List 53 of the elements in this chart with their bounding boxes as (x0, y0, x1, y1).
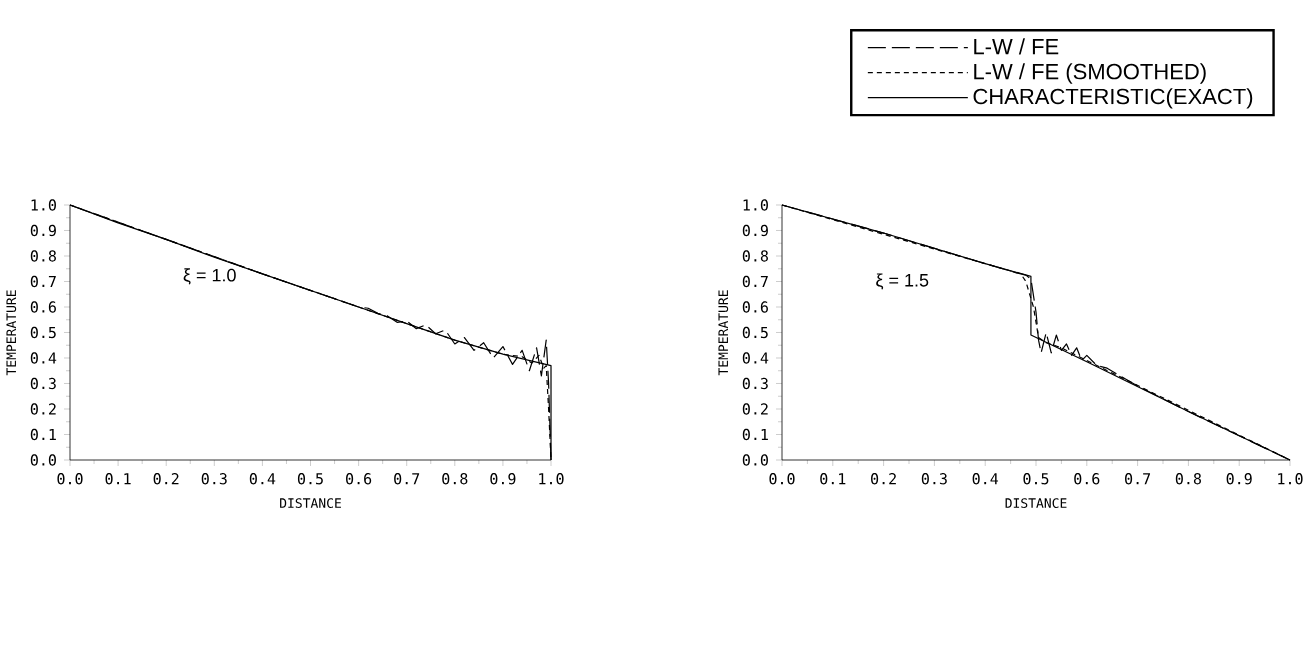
x-tick-label: 0.7 (1125, 473, 1151, 485)
x-tick-label: 0.5 (297, 473, 323, 485)
annotation: ξ = 1.0 (183, 268, 236, 285)
x-tick-label: 0.9 (1226, 473, 1252, 485)
x-tick-label: 0.1 (105, 473, 131, 485)
legend-label: L-W / FE (SMOOTHED) (974, 63, 1206, 84)
x-tick-label: 1.0 (1278, 473, 1303, 485)
legend-label: L-W / FE (974, 38, 1059, 55)
y-tick-label: 0.3 (30, 377, 56, 390)
x-tick-label: 0.0 (769, 473, 795, 485)
annotation: ξ = 1.5 (876, 273, 929, 290)
y-tick-label: 0.6 (30, 301, 56, 313)
y-axis-title: TEMPERATURE (6, 290, 17, 376)
x-tick-label: 0.6 (1074, 473, 1100, 485)
y-tick-label: 0.8 (742, 250, 768, 262)
x-tick-label: 0.6 (346, 473, 372, 485)
y-tick-label: 0.5 (742, 326, 768, 339)
y-tick-label: 0.6 (742, 301, 768, 313)
y-tick-label: 0.8 (30, 250, 56, 262)
y-tick-label: 0.1 (30, 428, 56, 441)
x-tick-label: 0.0 (57, 473, 83, 485)
y-tick-label: 0.2 (30, 403, 56, 415)
x-tick-label: 0.9 (490, 473, 516, 485)
y-tick-label: 0.9 (742, 224, 768, 237)
x-tick-label: 0.2 (871, 473, 896, 485)
y-tick-label: 0.1 (742, 428, 768, 441)
y-tick-label: 0.3 (742, 377, 768, 390)
x-tick-label: 0.3 (201, 473, 227, 485)
x-axis-title: DISTANCE (1005, 498, 1067, 508)
x-tick-label: 0.7 (394, 473, 420, 485)
x-tick-label: 0.4 (249, 473, 276, 485)
y-axis-title: TEMPERATURE (718, 290, 729, 376)
y-tick-label: 0.0 (30, 454, 56, 466)
y-tick-label: 0.2 (742, 403, 768, 415)
y-tick-label: 0.4 (30, 352, 57, 364)
x-tick-label: 0.5 (1023, 473, 1049, 485)
y-tick-label: 0.7 (742, 275, 768, 288)
y-tick-label: 0.4 (742, 352, 769, 364)
y-tick-label: 0.9 (30, 224, 56, 237)
x-tick-label: 0.8 (1175, 473, 1201, 485)
x-tick-label: 1.0 (539, 473, 564, 485)
y-tick-label: 1.0 (743, 199, 768, 211)
y-tick-label: 0.7 (30, 275, 56, 288)
x-tick-label: 0.4 (972, 473, 999, 485)
legend-label: CHARACTERISTIC(EXACT) (973, 88, 1253, 109)
y-tick-label: 0.0 (742, 454, 768, 466)
x-tick-label: 0.1 (820, 473, 846, 485)
x-tick-label: 0.2 (153, 473, 179, 485)
x-tick-label: 0.3 (921, 473, 947, 485)
y-tick-label: 0.5 (30, 326, 56, 339)
y-tick-label: 1.0 (31, 199, 56, 211)
x-axis-title: DISTANCE (280, 498, 341, 508)
x-tick-label: 0.8 (442, 473, 468, 485)
